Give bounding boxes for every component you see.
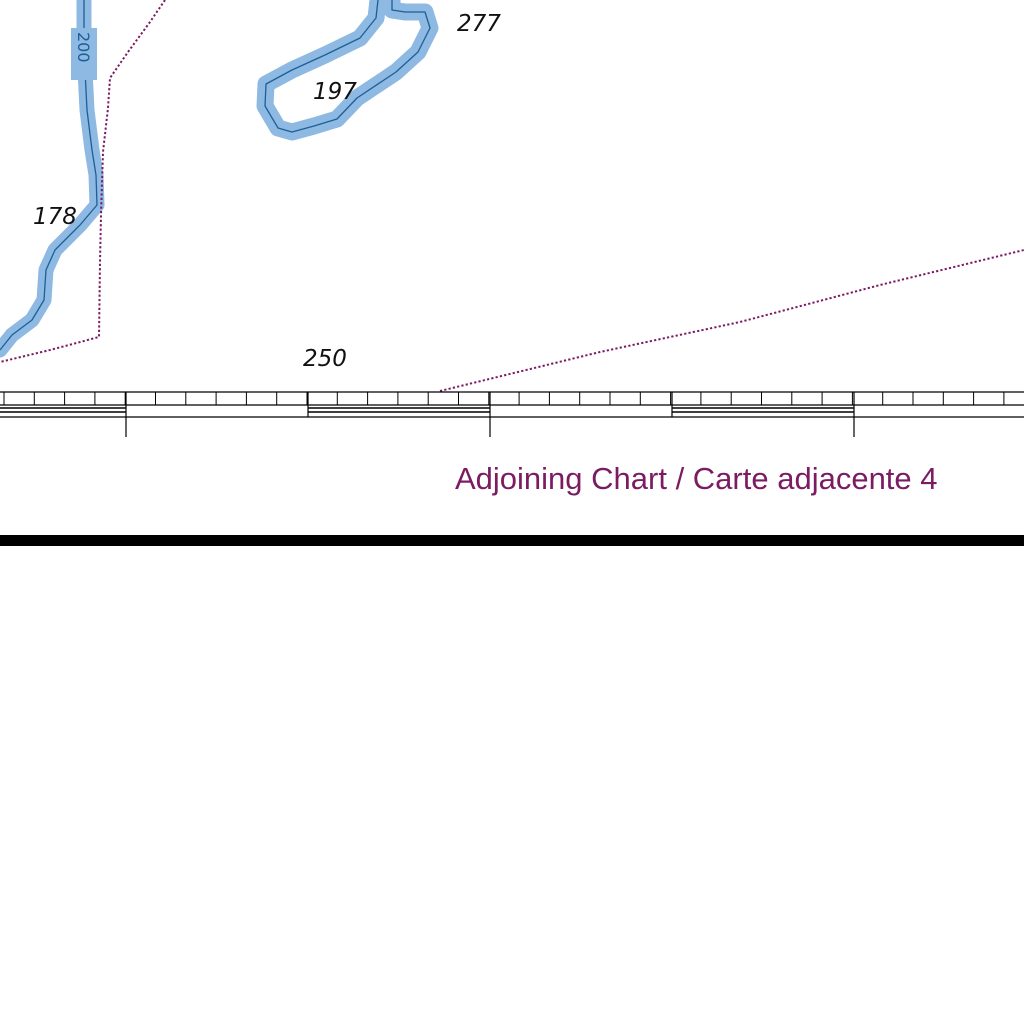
contour-label-bg xyxy=(71,28,97,80)
sounding-250: 250 xyxy=(303,346,347,372)
neatline-alternating-bars xyxy=(0,407,854,413)
graduated-neatline xyxy=(0,391,1024,437)
sounding-178: 178 xyxy=(33,204,77,230)
soundings: 277 197 178 250 xyxy=(33,11,501,372)
depth-contour-west: 200 xyxy=(0,0,105,358)
sounding-197: 197 xyxy=(313,79,357,105)
adjoining-chart-label: Adjoining Chart / Carte adjacente 4 xyxy=(455,461,938,496)
limit-line-dotted xyxy=(0,0,1024,392)
depth-contour-loop xyxy=(256,0,439,141)
sounding-277: 277 xyxy=(457,11,501,37)
chart-frame-border xyxy=(0,535,1024,546)
contour-label-200: 200 xyxy=(74,32,93,63)
neatline-tick-marks xyxy=(3,392,1005,437)
